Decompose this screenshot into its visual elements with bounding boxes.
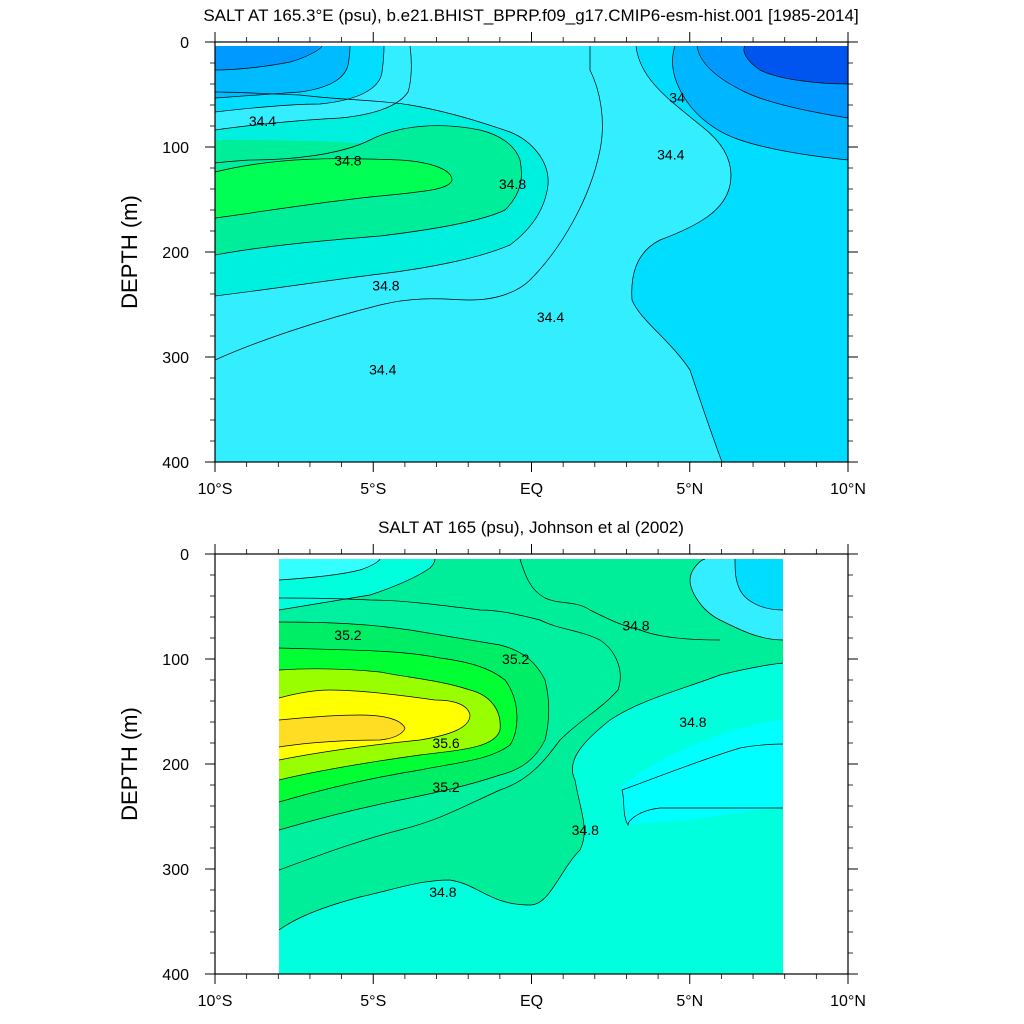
top-panel-y-axis-label: DEPTH (m)	[117, 195, 142, 309]
bottom-y-tick-labels: 0 100 200 300 400	[162, 547, 189, 984]
top-surface-gap	[215, 42, 848, 46]
contour-label: 35.2	[502, 651, 529, 667]
contour-label: 34.4	[249, 113, 276, 129]
top-contour-lines	[215, 45, 848, 462]
contour-label: 34.4	[657, 146, 684, 162]
top-fill-band-33.8-left	[215, 42, 322, 70]
y-tick-label: 0	[180, 547, 189, 564]
contour-label: 35.2	[432, 779, 459, 795]
top-panel-title: SALT AT 165.3°E (psu), b.e21.BHIST_BPRP.…	[203, 6, 858, 25]
bottom-fill-band-34.2-right	[735, 559, 783, 610]
contour-label: 34.4	[369, 362, 396, 378]
contour-label: 34.4	[537, 309, 564, 325]
contour-label: 35.2	[334, 627, 361, 643]
x-tick-label: 10°S	[198, 993, 233, 1010]
bottom-contour-labels: 35.2 35.2 34.8 35.6 35.2 34.8 34.8 34.8	[334, 617, 706, 900]
x-tick-label: EQ	[520, 993, 543, 1010]
bottom-fill-band-36.0	[279, 715, 405, 747]
x-tick-label: 5°N	[676, 481, 703, 498]
x-tick-label: 5°S	[360, 993, 386, 1010]
x-tick-label: 5°N	[676, 993, 703, 1010]
x-tick-label: 10°S	[198, 481, 233, 498]
y-tick-label: 400	[162, 455, 189, 472]
top-axis-ticks	[205, 32, 858, 472]
contour-label: 34.8	[622, 617, 649, 633]
contour-label: 34.8	[372, 278, 399, 294]
bottom-axis-ticks	[205, 544, 858, 984]
bottom-contour-fills	[279, 559, 783, 974]
top-fill-band-33.6	[743, 42, 848, 84]
contour-label: 34.8	[499, 176, 526, 192]
top-contour-fills	[215, 42, 848, 462]
y-tick-label: 0	[180, 35, 189, 52]
top-x-tick-labels: 10°S 5°S EQ 5°N 10°N	[198, 481, 866, 498]
y-tick-label: 200	[162, 757, 189, 774]
top-y-tick-labels: 0 100 200 300 400	[162, 35, 189, 472]
bottom-panel-y-axis-label: DEPTH (m)	[117, 707, 142, 821]
x-tick-label: 5°S	[360, 481, 386, 498]
y-tick-label: 100	[162, 140, 189, 157]
y-tick-label: 300	[162, 862, 189, 879]
bottom-panel: SALT AT 165 (psu), Johnson et al (2002) …	[117, 518, 866, 1010]
contour-label: 34.8	[429, 884, 456, 900]
x-tick-label: EQ	[520, 481, 543, 498]
bottom-panel-title: SALT AT 165 (psu), Johnson et al (2002)	[378, 518, 684, 537]
y-tick-label: 200	[162, 245, 189, 262]
top-fill-band-35.0	[215, 158, 452, 218]
contour-label: 34.8	[679, 714, 706, 730]
contour-label: 34	[669, 90, 685, 106]
y-tick-label: 100	[162, 652, 189, 669]
bottom-fill-band-34.6-left	[279, 559, 380, 580]
x-tick-label: 10°N	[830, 993, 866, 1010]
bottom-fill-band-34.6-right-b	[620, 720, 783, 825]
contour-label: 34.8	[334, 153, 361, 169]
top-panel: SALT AT 165.3°E (psu), b.e21.BHIST_BPRP.…	[117, 6, 866, 498]
bottom-x-tick-labels: 10°S 5°S EQ 5°N 10°N	[198, 993, 866, 1010]
top-contour-labels: 34.4 34.8 34.8 34 34.4 34.8 34.4 34.4	[249, 90, 685, 378]
contour-label: 35.6	[432, 735, 459, 751]
y-tick-label: 400	[162, 967, 189, 984]
contour-label: 34.8	[572, 822, 599, 838]
y-tick-label: 300	[162, 350, 189, 367]
x-tick-label: 10°N	[830, 481, 866, 498]
bottom-contour-lines	[279, 559, 783, 931]
